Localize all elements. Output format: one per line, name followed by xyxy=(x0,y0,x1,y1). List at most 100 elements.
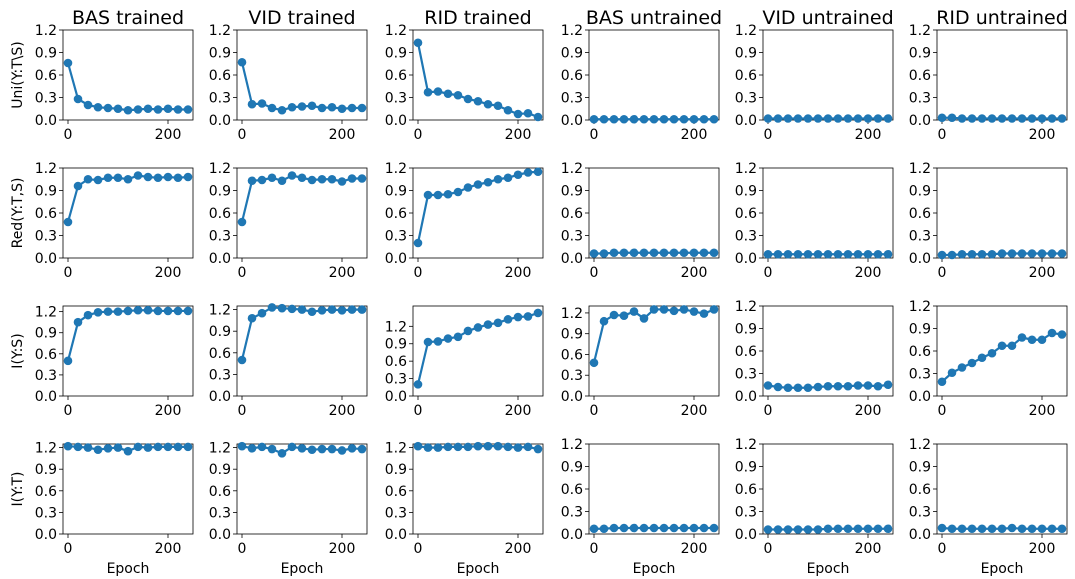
data-point xyxy=(937,250,947,260)
data-point xyxy=(143,305,153,315)
y-tick-label: 0.0 xyxy=(735,389,757,405)
data-point xyxy=(649,248,659,258)
column-title: BAS trained xyxy=(72,7,184,29)
column-title: BAS untrained xyxy=(586,7,722,29)
data-point xyxy=(443,89,453,99)
data-point xyxy=(503,173,513,183)
y-tick-label: 0.0 xyxy=(561,527,583,543)
panel: 0.0 0.3 0.6 0.9 1.2 0 200 xyxy=(35,23,194,143)
y-tick-label: 0.9 xyxy=(561,184,583,200)
data-point xyxy=(473,441,483,451)
data-point xyxy=(659,305,669,314)
data-point xyxy=(257,308,267,318)
data-point xyxy=(317,174,327,184)
data-point xyxy=(103,173,113,183)
data-point xyxy=(463,183,473,192)
data-point xyxy=(93,308,103,317)
axes-frame xyxy=(236,443,368,535)
data-point xyxy=(337,104,347,114)
data-point xyxy=(287,442,297,452)
data-point xyxy=(1047,249,1057,258)
data-point xyxy=(813,382,823,392)
data-point xyxy=(173,306,183,316)
data-point xyxy=(813,114,823,123)
y-tick-label: 0.9 xyxy=(385,337,407,353)
data-point xyxy=(699,309,709,318)
data-point xyxy=(863,524,873,534)
data-point xyxy=(113,173,123,183)
data-point xyxy=(1007,341,1017,351)
column-title: RID untrained xyxy=(936,7,1068,29)
data-point xyxy=(763,114,773,123)
data-point xyxy=(599,114,609,124)
data-point xyxy=(287,102,297,112)
panel: 0.0 0.3 0.6 0.9 1.2 0 200 Epoch xyxy=(209,441,368,577)
data-point xyxy=(833,381,843,391)
data-point xyxy=(853,381,863,390)
data-point xyxy=(977,353,987,363)
x-tick-label: 0 xyxy=(764,541,773,557)
data-point xyxy=(153,105,163,114)
panel: 0.0 0.3 0.6 0.9 1.2 0 200 xyxy=(909,299,1068,419)
data-point xyxy=(689,307,699,316)
data-point xyxy=(619,248,629,258)
data-point xyxy=(443,334,453,343)
data-point xyxy=(533,308,543,318)
data-point xyxy=(63,356,73,366)
data-point xyxy=(113,307,123,316)
y-tick-label: 0.9 xyxy=(35,184,57,200)
data-point xyxy=(287,304,297,314)
data-point xyxy=(237,217,247,227)
data-point xyxy=(163,104,173,114)
data-point xyxy=(669,523,679,533)
y-tick-label: 1.2 xyxy=(209,303,231,319)
data-point xyxy=(589,524,599,534)
x-tick-label: 200 xyxy=(329,541,356,557)
x-tick-label: 200 xyxy=(1029,265,1056,281)
y-tick-label: 0.0 xyxy=(35,251,57,267)
x-tick-label: 0 xyxy=(938,541,947,557)
x-tick-label: 200 xyxy=(155,265,182,281)
data-point xyxy=(629,523,639,533)
data-point xyxy=(1007,523,1017,533)
data-point xyxy=(783,114,793,123)
x-tick-label: 0 xyxy=(590,541,599,557)
y-tick-label: 0.0 xyxy=(909,251,931,267)
x-tick-label: 0 xyxy=(938,403,947,419)
data-point xyxy=(649,305,659,314)
axes-frame xyxy=(588,29,720,121)
data-point xyxy=(883,380,893,390)
data-point xyxy=(153,306,163,316)
data-point xyxy=(823,114,833,123)
data-point xyxy=(589,358,599,368)
data-point xyxy=(883,114,893,123)
y-tick-label: 0.3 xyxy=(209,91,231,107)
data-point xyxy=(277,176,287,186)
y-tick-label: 0.6 xyxy=(909,206,931,222)
data-point xyxy=(843,114,853,123)
y-tick-label: 0.0 xyxy=(909,527,931,543)
data-point xyxy=(649,523,659,533)
data-point xyxy=(783,525,793,534)
x-tick-label: 200 xyxy=(681,265,708,281)
data-point xyxy=(257,99,267,108)
data-point xyxy=(63,58,73,68)
y-tick-label: 0.9 xyxy=(909,460,931,476)
data-point xyxy=(183,172,193,182)
data-point xyxy=(357,174,367,183)
data-point xyxy=(1027,114,1037,123)
x-axis-label: Epoch xyxy=(807,561,850,577)
x-axis-label: Epoch xyxy=(107,561,150,577)
data-point xyxy=(267,303,277,312)
x-tick-label: 200 xyxy=(855,127,882,143)
data-point xyxy=(1007,114,1017,123)
data-point xyxy=(503,105,513,115)
x-tick-label: 0 xyxy=(64,403,73,419)
data-point xyxy=(413,380,423,389)
y-tick-label: 0.0 xyxy=(909,113,931,129)
data-point xyxy=(163,306,173,316)
data-point xyxy=(483,441,493,451)
y-tick-label: 1.2 xyxy=(909,161,931,177)
panel: 0.0 0.3 0.6 0.9 1.2 0 200 xyxy=(561,161,720,281)
